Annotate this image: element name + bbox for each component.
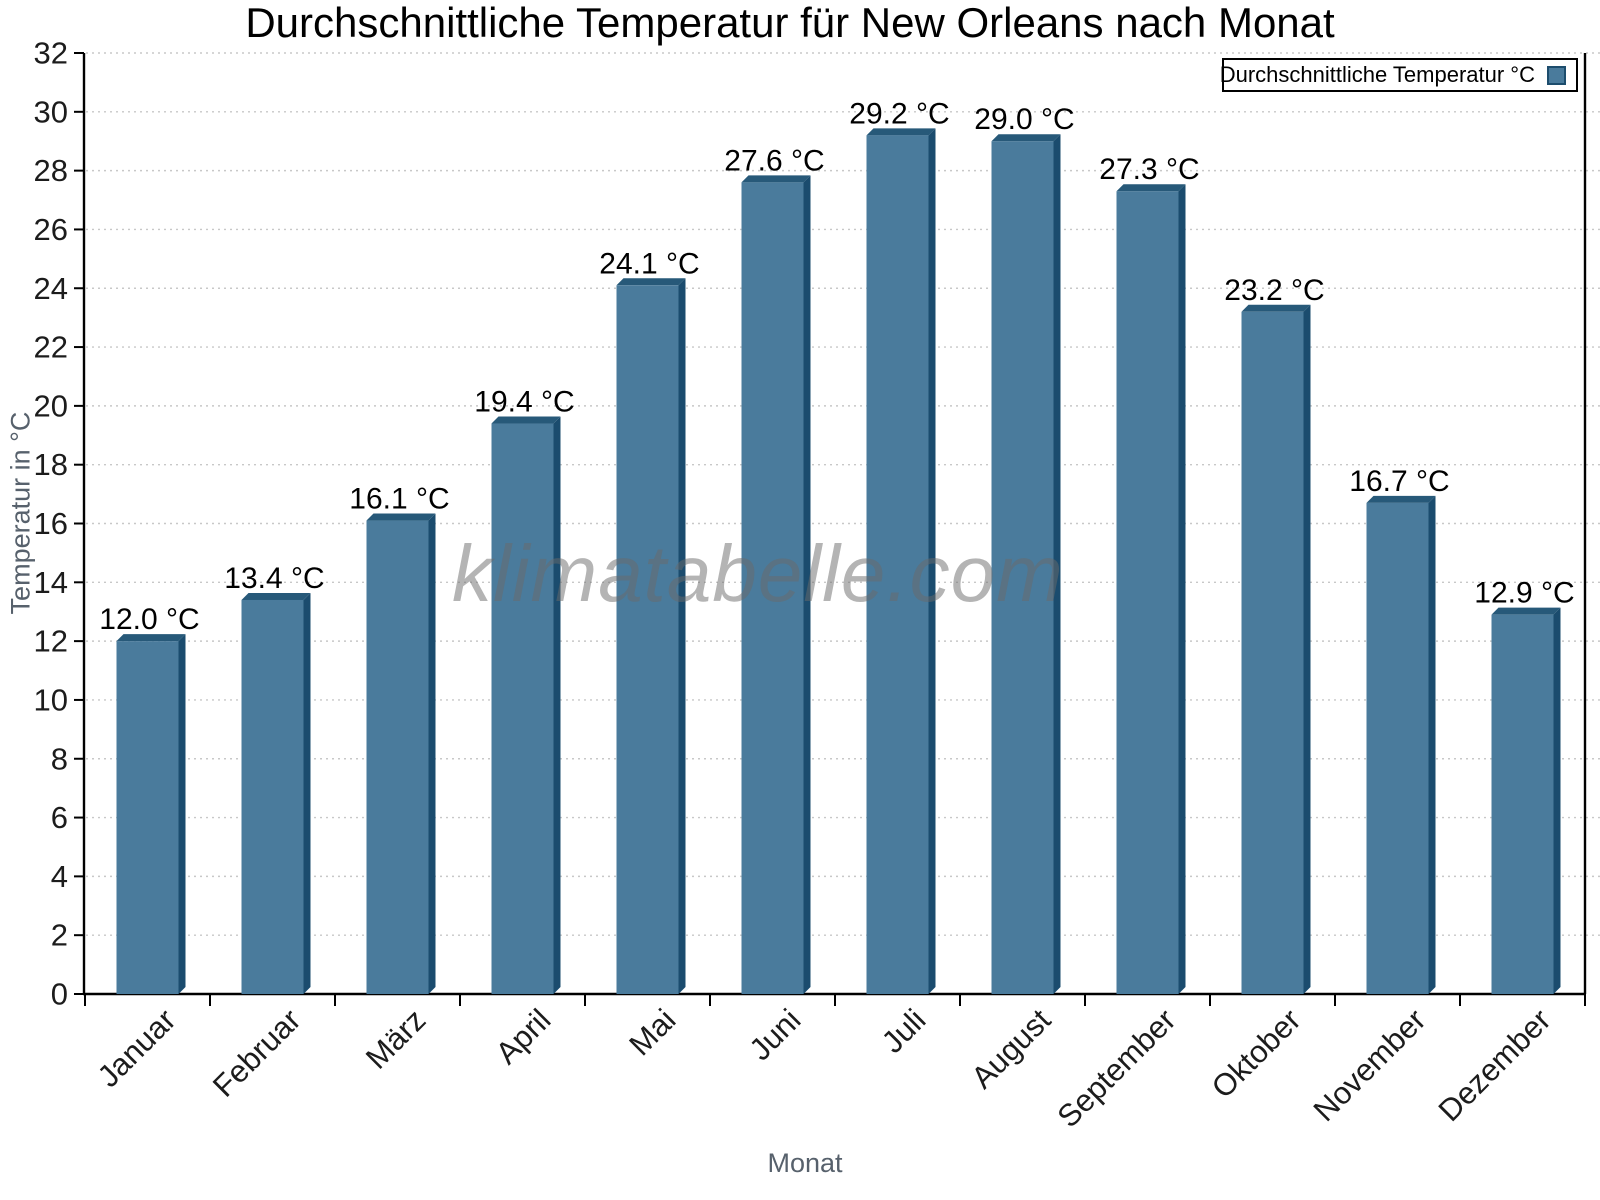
bar-top-face	[116, 634, 186, 642]
bar-november	[1366, 495, 1436, 994]
y-tick-label-0: 0	[51, 977, 68, 1012]
bar-top-face	[366, 513, 436, 521]
bar-value-label-maerz: 16.1 °C	[349, 483, 449, 516]
bar-top-face	[1491, 607, 1561, 615]
y-tick-label-28: 28	[34, 153, 68, 188]
x-tick-label-februar: Februar	[206, 1002, 308, 1104]
bar-value-label-dezember: 12.9 °C	[1474, 577, 1574, 610]
bar-mai	[616, 278, 686, 994]
bar-front-face	[991, 141, 1054, 994]
y-tick-label-26: 26	[34, 212, 68, 247]
bar-value-label-september: 27.3 °C	[1099, 153, 1199, 186]
bar-value-label-juli: 29.2 °C	[849, 97, 949, 130]
bar-front-face	[1366, 502, 1429, 994]
bar-maerz	[366, 513, 436, 994]
bar-side-face	[178, 634, 186, 994]
bar-april	[491, 416, 561, 994]
bar-top-face	[1116, 184, 1186, 192]
x-tick-label-januar: Januar	[91, 1002, 183, 1094]
bar-august	[991, 134, 1061, 994]
bar-value-label-oktober: 23.2 °C	[1224, 274, 1324, 307]
bar-value-label-april: 19.4 °C	[474, 386, 574, 419]
bar-value-label-februar: 13.4 °C	[224, 562, 324, 595]
bar-side-face	[678, 278, 686, 994]
bar-value-label-november: 16.7 °C	[1349, 465, 1449, 498]
legend-swatch-icon	[1547, 65, 1566, 85]
bar-front-face	[741, 182, 804, 994]
y-axis-title: Temperatur in °C	[5, 411, 36, 615]
chart-title: Durchschnittliche Temperatur für New Orl…	[245, 0, 1335, 46]
bar-value-label-juni: 27.6 °C	[724, 144, 824, 177]
y-tick-label-10: 10	[34, 682, 68, 717]
bar-side-face	[1428, 495, 1436, 994]
bar-front-face	[241, 599, 304, 994]
bar-top-face	[616, 278, 686, 286]
bar-side-face	[303, 592, 311, 994]
bar-september	[1116, 184, 1186, 995]
bar-front-face	[1116, 191, 1179, 995]
bar-value-label-mai: 24.1 °C	[599, 247, 699, 280]
bar-value-label-august: 29.0 °C	[974, 103, 1074, 136]
y-tick-label-16: 16	[34, 506, 68, 541]
bar-februar	[241, 592, 311, 994]
bar-top-face	[1241, 304, 1311, 312]
y-tick-label-32: 32	[34, 36, 68, 71]
bar-top-face	[741, 175, 811, 183]
x-tick-label-april: April	[489, 1002, 558, 1071]
x-tick-label-mai: Mai	[622, 1002, 682, 1062]
bar-front-face	[1491, 614, 1554, 994]
bar-juli	[866, 128, 936, 994]
bar-top-face	[1366, 495, 1436, 503]
bar-value-label-januar: 12.0 °C	[99, 603, 199, 636]
bar-front-face	[116, 641, 179, 994]
x-tick-label-september: September	[1050, 1002, 1182, 1134]
legend[interactable]: Durchschnittliche Temperatur °C	[1219, 58, 1578, 92]
y-tick-label-30: 30	[34, 94, 68, 129]
y-tick-label-12: 12	[34, 624, 68, 659]
bar-side-face	[1178, 184, 1186, 995]
x-tick-label-maerz: März	[359, 1002, 432, 1075]
y-tick-label-22: 22	[34, 330, 68, 365]
bar-side-face	[928, 128, 936, 994]
bar-front-face	[491, 423, 554, 994]
legend-series-label: Durchschnittliche Temperatur °C	[1219, 62, 1535, 87]
y-tick-label-18: 18	[34, 447, 68, 482]
bar-juni	[741, 175, 811, 994]
bar-front-face	[866, 135, 929, 994]
bar-dezember	[1491, 607, 1561, 994]
y-tick-label-6: 6	[51, 800, 68, 835]
bar-side-face	[428, 513, 436, 994]
x-tick-label-august: August	[964, 1002, 1057, 1095]
bar-side-face	[1053, 134, 1061, 994]
y-tick-label-24: 24	[34, 271, 68, 306]
bar-top-face	[241, 592, 311, 600]
bar-side-face	[553, 416, 561, 994]
x-tick-label-november: November	[1307, 1002, 1433, 1128]
bar-oktober	[1241, 304, 1311, 994]
bar-side-face	[1553, 607, 1561, 994]
bar-front-face	[1241, 311, 1304, 994]
bar-januar	[116, 634, 186, 994]
bar-front-face	[366, 520, 429, 994]
x-axis-title: Monat	[767, 1148, 843, 1178]
bar-top-face	[991, 134, 1061, 142]
bar-top-face	[866, 128, 936, 136]
y-tick-label-2: 2	[51, 918, 68, 953]
x-tick-label-juli: Juli	[875, 1002, 933, 1060]
y-tick-label-8: 8	[51, 741, 68, 776]
x-tick-label-oktober: Oktober	[1205, 1002, 1308, 1105]
bar-top-face	[491, 416, 561, 424]
x-tick-label-dezember: Dezember	[1432, 1002, 1558, 1128]
x-tick-label-juni: Juni	[742, 1002, 807, 1067]
bar-side-face	[1303, 304, 1311, 994]
bar-side-face	[803, 175, 811, 994]
y-tick-label-14: 14	[34, 565, 68, 600]
y-tick-label-20: 20	[34, 388, 68, 423]
y-tick-label-4: 4	[51, 859, 68, 894]
bar-front-face	[616, 285, 679, 994]
